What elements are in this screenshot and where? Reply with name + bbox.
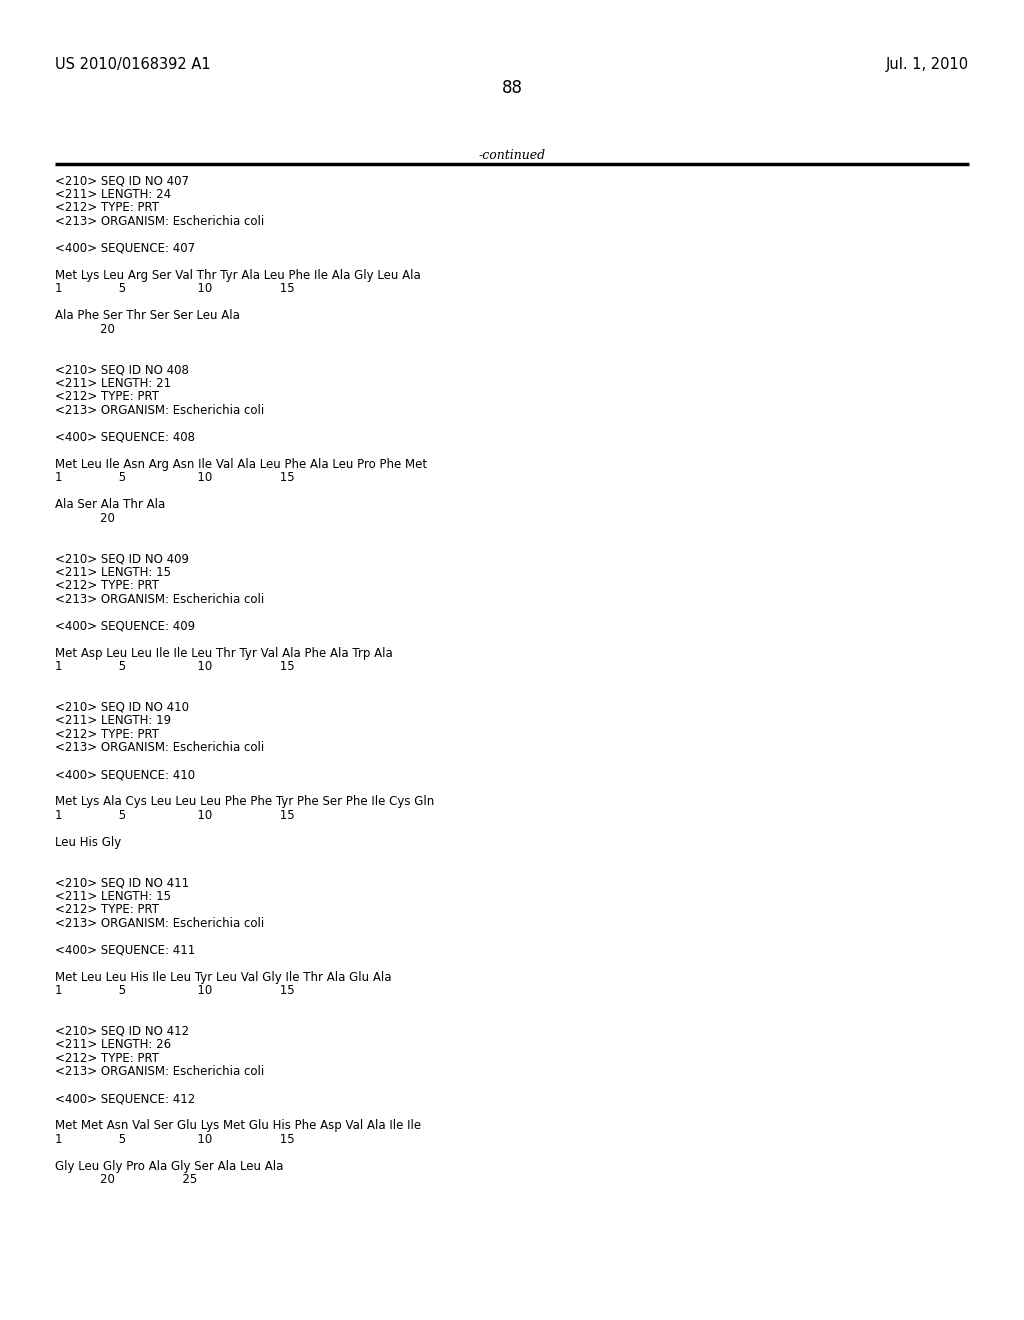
Text: <210> SEQ ID NO 408: <210> SEQ ID NO 408 [55,363,189,376]
Text: Met Met Asn Val Ser Glu Lys Met Glu His Phe Asp Val Ala Ile Ile: Met Met Asn Val Ser Glu Lys Met Glu His … [55,1119,422,1133]
Text: <210> SEQ ID NO 411: <210> SEQ ID NO 411 [55,876,189,890]
Text: <210> SEQ ID NO 410: <210> SEQ ID NO 410 [55,701,189,714]
Text: 20: 20 [55,512,115,525]
Text: 1               5                   10                  15: 1 5 10 15 [55,1133,295,1146]
Text: <211> LENGTH: 24: <211> LENGTH: 24 [55,187,171,201]
Text: <212> TYPE: PRT: <212> TYPE: PRT [55,579,160,593]
Text: <210> SEQ ID NO 409: <210> SEQ ID NO 409 [55,552,189,565]
Text: Ala Phe Ser Thr Ser Ser Leu Ala: Ala Phe Ser Thr Ser Ser Leu Ala [55,309,241,322]
Text: 1               5                   10                  15: 1 5 10 15 [55,471,295,484]
Text: <211> LENGTH: 21: <211> LENGTH: 21 [55,376,171,389]
Text: <212> TYPE: PRT: <212> TYPE: PRT [55,727,160,741]
Text: Met Lys Leu Arg Ser Val Thr Tyr Ala Leu Phe Ile Ala Gly Leu Ala: Met Lys Leu Arg Ser Val Thr Tyr Ala Leu … [55,269,421,281]
Text: <210> SEQ ID NO 407: <210> SEQ ID NO 407 [55,174,189,187]
Text: <400> SEQUENCE: 408: <400> SEQUENCE: 408 [55,430,196,444]
Text: <211> LENGTH: 15: <211> LENGTH: 15 [55,566,171,578]
Text: -continued: -continued [478,149,546,162]
Text: <213> ORGANISM: Escherichia coli: <213> ORGANISM: Escherichia coli [55,593,264,606]
Text: 88: 88 [502,79,522,98]
Text: 20                  25: 20 25 [55,1173,198,1187]
Text: Met Lys Ala Cys Leu Leu Leu Phe Phe Tyr Phe Ser Phe Ile Cys Gln: Met Lys Ala Cys Leu Leu Leu Phe Phe Tyr … [55,795,434,808]
Text: <213> ORGANISM: Escherichia coli: <213> ORGANISM: Escherichia coli [55,742,264,754]
Text: Gly Leu Gly Pro Ala Gly Ser Ala Leu Ala: Gly Leu Gly Pro Ala Gly Ser Ala Leu Ala [55,1160,284,1172]
Text: <212> TYPE: PRT: <212> TYPE: PRT [55,1052,160,1065]
Text: <400> SEQUENCE: 409: <400> SEQUENCE: 409 [55,620,196,632]
Text: <400> SEQUENCE: 411: <400> SEQUENCE: 411 [55,944,196,957]
Text: <212> TYPE: PRT: <212> TYPE: PRT [55,903,160,916]
Text: <213> ORGANISM: Escherichia coli: <213> ORGANISM: Escherichia coli [55,215,264,228]
Text: 20: 20 [55,323,115,335]
Text: <400> SEQUENCE: 407: <400> SEQUENCE: 407 [55,242,196,255]
Text: <211> LENGTH: 15: <211> LENGTH: 15 [55,890,171,903]
Text: Jul. 1, 2010: Jul. 1, 2010 [886,57,969,71]
Text: <400> SEQUENCE: 410: <400> SEQUENCE: 410 [55,768,196,781]
Text: <212> TYPE: PRT: <212> TYPE: PRT [55,201,160,214]
Text: <213> ORGANISM: Escherichia coli: <213> ORGANISM: Escherichia coli [55,1065,264,1078]
Text: <212> TYPE: PRT: <212> TYPE: PRT [55,391,160,403]
Text: <400> SEQUENCE: 412: <400> SEQUENCE: 412 [55,1092,196,1105]
Text: US 2010/0168392 A1: US 2010/0168392 A1 [55,57,211,71]
Text: Met Asp Leu Leu Ile Ile Leu Thr Tyr Val Ala Phe Ala Trp Ala: Met Asp Leu Leu Ile Ile Leu Thr Tyr Val … [55,647,393,660]
Text: 1               5                   10                  15: 1 5 10 15 [55,282,295,296]
Text: <211> LENGTH: 19: <211> LENGTH: 19 [55,714,171,727]
Text: <211> LENGTH: 26: <211> LENGTH: 26 [55,1039,171,1051]
Text: <213> ORGANISM: Escherichia coli: <213> ORGANISM: Escherichia coli [55,404,264,417]
Text: 1               5                   10                  15: 1 5 10 15 [55,660,295,673]
Text: 1               5                   10                  15: 1 5 10 15 [55,809,295,822]
Text: 1               5                   10                  15: 1 5 10 15 [55,985,295,997]
Text: Met Leu Ile Asn Arg Asn Ile Val Ala Leu Phe Ala Leu Pro Phe Met: Met Leu Ile Asn Arg Asn Ile Val Ala Leu … [55,458,427,471]
Text: <213> ORGANISM: Escherichia coli: <213> ORGANISM: Escherichia coli [55,916,264,929]
Text: Leu His Gly: Leu His Gly [55,836,122,849]
Text: Met Leu Leu His Ile Leu Tyr Leu Val Gly Ile Thr Ala Glu Ala: Met Leu Leu His Ile Leu Tyr Leu Val Gly … [55,970,392,983]
Text: Ala Ser Ala Thr Ala: Ala Ser Ala Thr Ala [55,498,166,511]
Text: <210> SEQ ID NO 412: <210> SEQ ID NO 412 [55,1024,189,1038]
